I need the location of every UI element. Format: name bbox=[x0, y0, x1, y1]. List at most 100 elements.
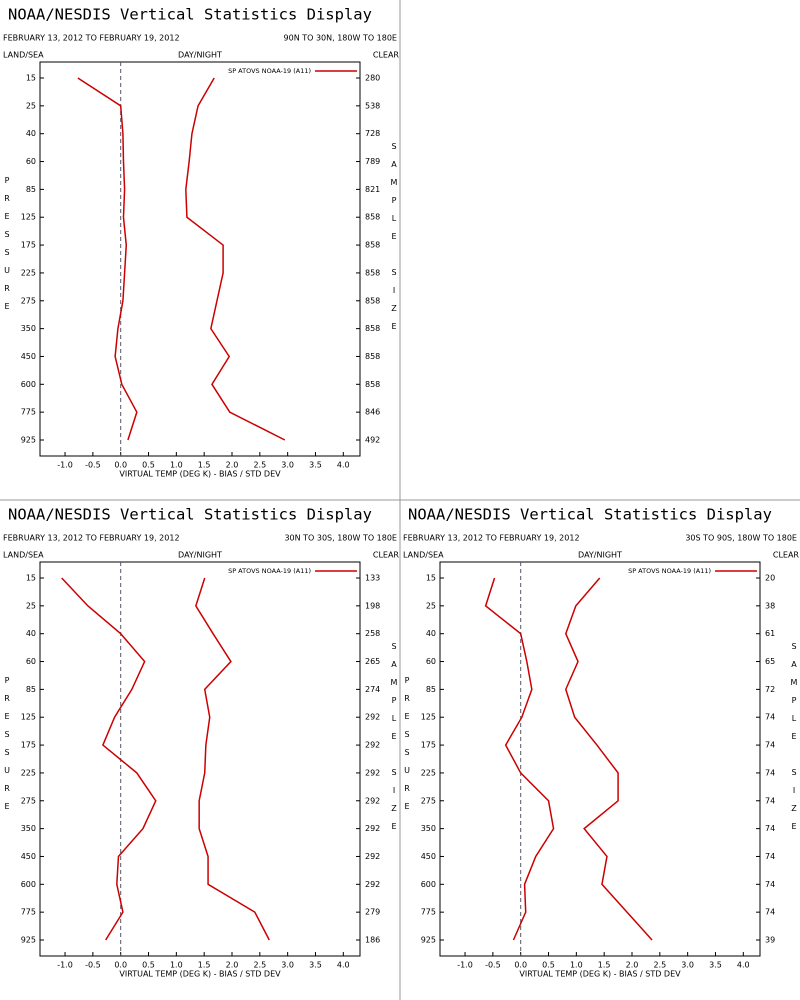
y-tick-label: 925 bbox=[421, 936, 436, 945]
x-tick-label: 4.0 bbox=[737, 961, 750, 970]
sample-size: 74 bbox=[765, 824, 775, 833]
x-tick-label: -1.0 bbox=[457, 961, 473, 970]
x-tick-label: 1.0 bbox=[570, 961, 583, 970]
bias-line bbox=[77, 77, 138, 441]
sample-size: 265 bbox=[365, 657, 380, 666]
sample-size: 492 bbox=[365, 436, 380, 445]
x-tick-label: -0.5 bbox=[85, 961, 101, 970]
x-tick-label: -1.0 bbox=[57, 961, 73, 970]
panel: NOAA/NESDIS Vertical Statistics Display F… bbox=[403, 506, 800, 979]
sample-size: 858 bbox=[365, 213, 380, 222]
y-tick-label: 450 bbox=[21, 852, 36, 861]
x-tick-label: 0.0 bbox=[114, 961, 127, 970]
plot-frame bbox=[439, 561, 761, 957]
sample-size: 292 bbox=[365, 741, 380, 750]
sample-size: 74 bbox=[765, 880, 775, 889]
sample-size: 292 bbox=[365, 852, 380, 861]
y-tick-label: 600 bbox=[421, 880, 436, 889]
y-tick-label: 60 bbox=[26, 657, 36, 666]
sample-size: 65 bbox=[765, 657, 775, 666]
panel: NOAA/NESDIS Vertical Statistics Display F… bbox=[3, 6, 400, 479]
sample-size: 186 bbox=[365, 936, 380, 945]
x-tick-label: 2.5 bbox=[253, 461, 266, 470]
y-tick-label: 450 bbox=[421, 852, 436, 861]
date-range: FEBRUARY 13, 2012 TO FEBRUARY 19, 2012 bbox=[403, 534, 580, 543]
legend-label: SP ATOVS NOAA-19 (A11) bbox=[228, 567, 311, 575]
land-sea-label: LAND/SEA bbox=[3, 551, 44, 560]
y-tick-label: 225 bbox=[421, 768, 436, 777]
x-tick-label: 2.0 bbox=[226, 461, 239, 470]
y2-axis-label: SAMPLE SIZE bbox=[390, 142, 399, 340]
y-tick-label: 60 bbox=[426, 657, 436, 666]
x-tick-label: 1.5 bbox=[198, 961, 211, 970]
sample-size: 279 bbox=[365, 908, 380, 917]
x-axis-label: VIRTUAL TEMP (DEG K) - BIAS / STD DEV bbox=[119, 970, 281, 979]
sample-size: 728 bbox=[365, 129, 380, 138]
y-tick-label: 15 bbox=[26, 74, 36, 83]
sample-size: 274 bbox=[365, 685, 380, 694]
sample-size: 846 bbox=[365, 408, 380, 417]
x-tick-label: 1.0 bbox=[170, 461, 183, 470]
sample-size: 292 bbox=[365, 713, 380, 722]
region: 30S TO 90S, 180W TO 180E bbox=[685, 534, 797, 543]
y-tick-label: 15 bbox=[426, 574, 436, 583]
y-tick-label: 350 bbox=[21, 824, 36, 833]
y-tick-label: 600 bbox=[21, 380, 36, 389]
y-tick-label: 125 bbox=[21, 713, 36, 722]
day-night-label: DAY/NIGHT bbox=[178, 51, 222, 60]
y-tick-label: 40 bbox=[426, 629, 436, 638]
y-tick-label: 175 bbox=[421, 741, 436, 750]
region: 90N TO 30N, 180W TO 180E bbox=[284, 34, 397, 43]
y-axis-label: PRESSURE bbox=[3, 676, 12, 820]
day-night-label: DAY/NIGHT bbox=[578, 551, 622, 560]
sample-size: 789 bbox=[365, 157, 380, 166]
x-tick-label: 3.0 bbox=[281, 961, 294, 970]
date-range: FEBRUARY 13, 2012 TO FEBRUARY 19, 2012 bbox=[3, 534, 180, 543]
y-tick-label: 925 bbox=[21, 936, 36, 945]
panel: NOAA/NESDIS Vertical Statistics Display F… bbox=[3, 506, 400, 979]
clear-label: CLEAR bbox=[373, 551, 400, 560]
bias-line bbox=[61, 577, 157, 941]
plot-frame bbox=[39, 61, 361, 457]
y-tick-label: 175 bbox=[21, 741, 36, 750]
x-tick-label: 4.0 bbox=[337, 961, 350, 970]
x-tick-label: 3.5 bbox=[309, 461, 322, 470]
x-tick-label: 2.5 bbox=[653, 961, 666, 970]
y-tick-label: 85 bbox=[26, 185, 36, 194]
sample-size: 292 bbox=[365, 796, 380, 805]
sample-size: 280 bbox=[365, 74, 380, 83]
sample-size: 292 bbox=[365, 880, 380, 889]
x-tick-label: 3.0 bbox=[281, 461, 294, 470]
x-tick-label: 0.5 bbox=[542, 961, 555, 970]
y2-axis-label: SAMPLE SIZE bbox=[390, 642, 399, 840]
x-tick-label: -0.5 bbox=[85, 461, 101, 470]
region: 30N TO 30S, 180W TO 180E bbox=[284, 534, 397, 543]
sample-size: 133 bbox=[365, 574, 380, 583]
x-axis-label: VIRTUAL TEMP (DEG K) - BIAS / STD DEV bbox=[519, 970, 681, 979]
y-tick-label: 225 bbox=[21, 268, 36, 277]
sample-size: 258 bbox=[365, 629, 380, 638]
land-sea-label: LAND/SEA bbox=[3, 51, 44, 60]
x-tick-label: 3.5 bbox=[309, 961, 322, 970]
legend-label: SP ATOVS NOAA-19 (A11) bbox=[628, 567, 711, 575]
sample-size: 292 bbox=[365, 768, 380, 777]
y2-axis-label: SAMPLE SIZE bbox=[790, 642, 799, 840]
y-tick-label: 15 bbox=[26, 574, 36, 583]
sample-size: 858 bbox=[365, 268, 380, 277]
sample-size: 74 bbox=[765, 741, 775, 750]
x-tick-label: 1.5 bbox=[598, 961, 611, 970]
y-tick-label: 350 bbox=[421, 824, 436, 833]
x-tick-label: 1.5 bbox=[198, 461, 211, 470]
y-tick-label: 350 bbox=[21, 324, 36, 333]
sample-size: 74 bbox=[765, 796, 775, 805]
sample-size: 61 bbox=[765, 629, 775, 638]
date-range: FEBRUARY 13, 2012 TO FEBRUARY 19, 2012 bbox=[3, 34, 180, 43]
y-tick-label: 275 bbox=[421, 796, 436, 805]
sample-size: 72 bbox=[765, 685, 775, 694]
sample-size: 38 bbox=[765, 601, 775, 610]
y-tick-label: 450 bbox=[21, 352, 36, 361]
y-tick-label: 85 bbox=[26, 685, 36, 694]
x-tick-label: 0.5 bbox=[142, 961, 155, 970]
x-tick-label: 2.0 bbox=[226, 961, 239, 970]
